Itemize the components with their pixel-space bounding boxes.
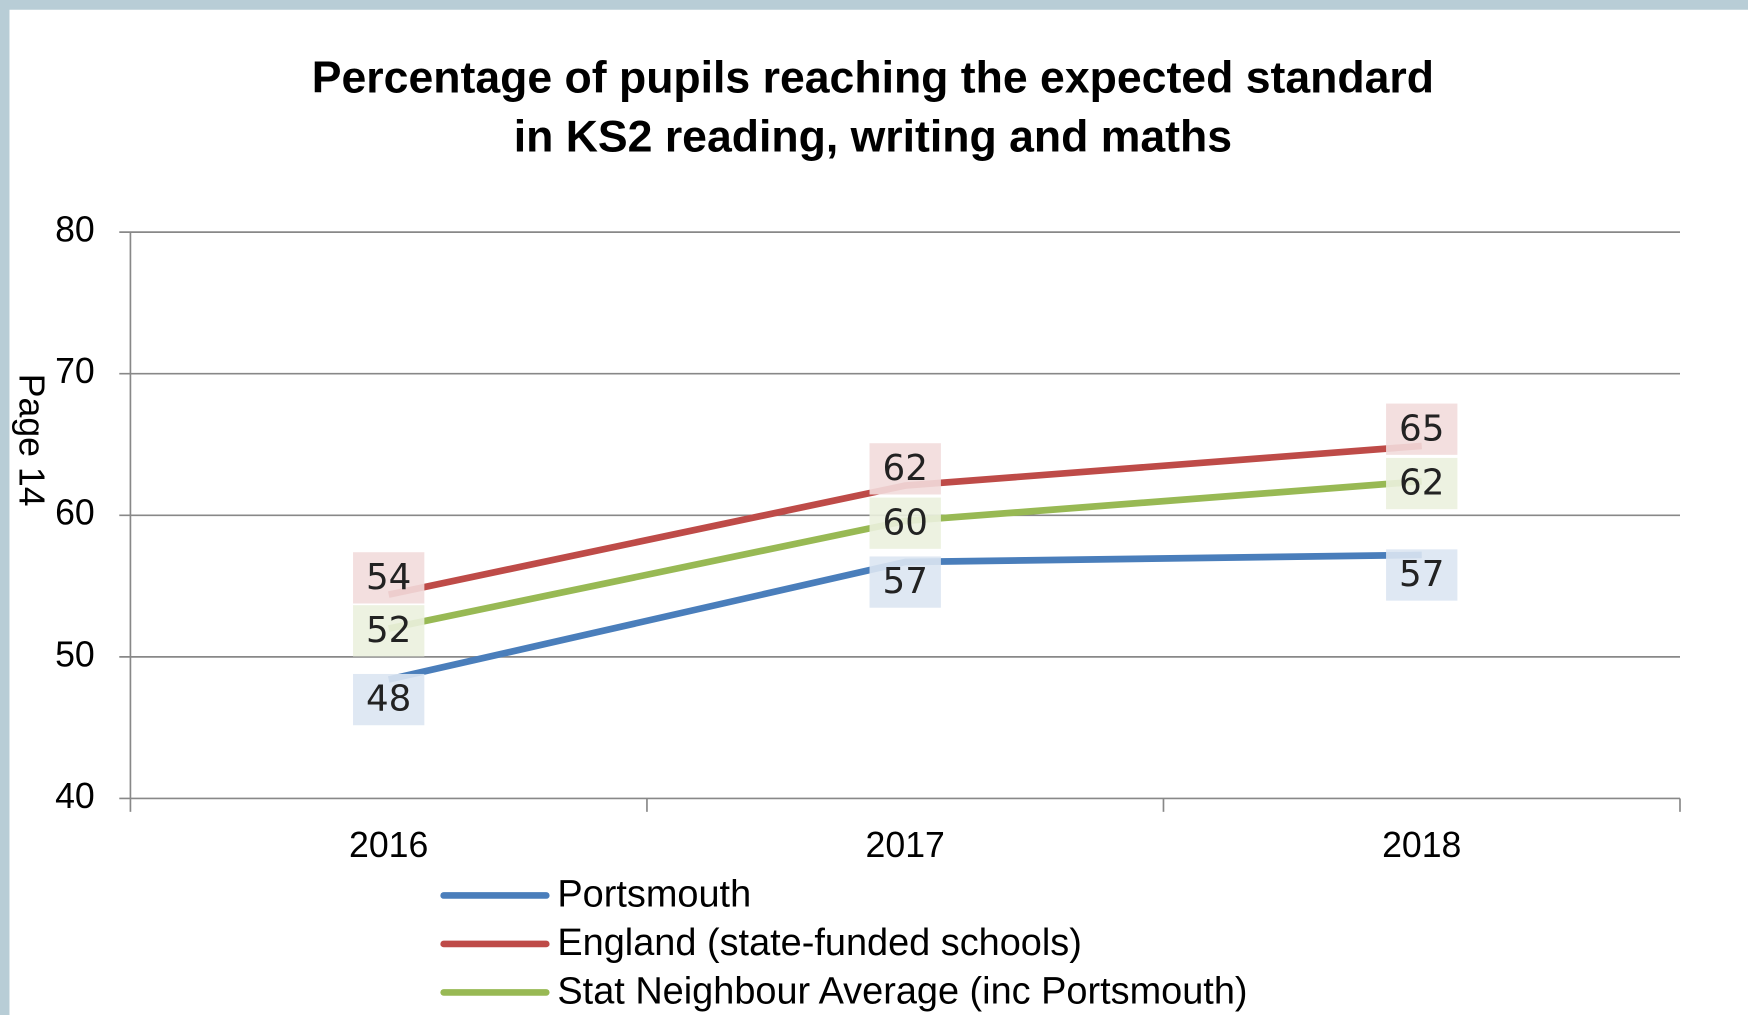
- x-tick-label: 2017: [866, 825, 945, 865]
- chart-title: in KS2 reading, writing and maths: [514, 112, 1232, 161]
- page-label: Page 14: [12, 374, 52, 507]
- legend-label: Portsmouth: [557, 874, 751, 916]
- y-tick-label: 60: [55, 493, 95, 533]
- data-label-box: [1386, 549, 1458, 601]
- data-label: 62: [883, 448, 928, 489]
- data-label: 57: [1399, 554, 1444, 595]
- x-tick-label: 2016: [349, 825, 428, 865]
- data-label: 54: [366, 557, 411, 598]
- data-label: 57: [883, 561, 928, 602]
- legend-label: England (state-funded schools): [557, 922, 1081, 964]
- legend-label: Stat Neighbour Average (inc Portsmouth): [557, 971, 1247, 1013]
- y-tick-label: 50: [55, 634, 95, 674]
- data-label: 60: [883, 502, 928, 543]
- data-label-box: [353, 552, 425, 604]
- y-tick-label: 80: [55, 210, 95, 250]
- data-label-box: [869, 443, 941, 495]
- data-label: 62: [1399, 463, 1444, 504]
- data-label-box: [1386, 403, 1458, 455]
- data-label-box: [1386, 457, 1458, 510]
- data-label: 52: [366, 610, 411, 651]
- data-label-box: [869, 497, 941, 549]
- y-tick-label: 40: [55, 776, 95, 816]
- x-tick-label: 2018: [1382, 825, 1461, 865]
- data-label-box: [353, 605, 425, 657]
- y-tick-label: 70: [55, 351, 95, 391]
- data-label: 65: [1399, 408, 1444, 449]
- chart-title: Percentage of pupils reaching the expect…: [312, 53, 1434, 102]
- data-label-box: [353, 673, 425, 726]
- data-label: 48: [366, 679, 411, 720]
- data-label-box: [869, 556, 941, 608]
